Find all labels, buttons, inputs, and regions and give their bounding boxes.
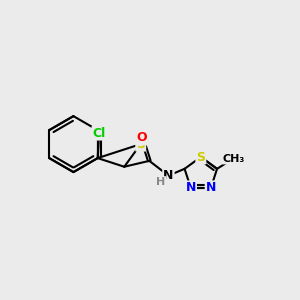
Text: Cl: Cl <box>92 127 106 140</box>
Text: O: O <box>136 131 147 144</box>
Text: H: H <box>157 177 166 187</box>
Text: N: N <box>206 182 216 194</box>
Text: N: N <box>163 169 174 182</box>
Text: CH₃: CH₃ <box>222 154 244 164</box>
Text: N: N <box>186 182 196 194</box>
Text: S: S <box>136 138 145 151</box>
Text: S: S <box>196 151 205 164</box>
